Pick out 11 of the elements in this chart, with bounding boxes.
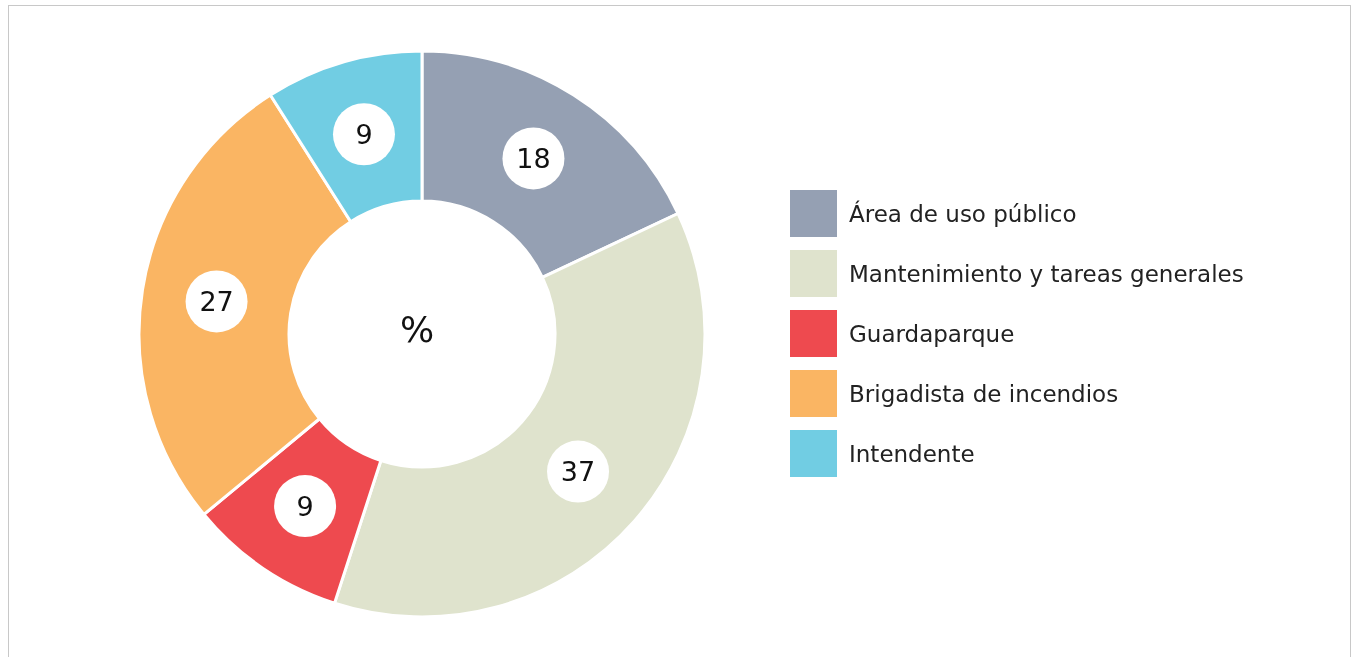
legend-label: Mantenimiento y tareas generales	[849, 260, 1244, 287]
data-label: 18	[516, 142, 551, 174]
data-label: 37	[560, 456, 596, 488]
legend-label: Brigadista de incendios	[849, 380, 1119, 407]
legend-label: Intendente	[849, 440, 975, 467]
text: %	[399, 308, 435, 350]
data-label: 9	[296, 490, 314, 522]
legend-label: Área de uso público	[849, 200, 1077, 227]
data-label: 27	[199, 285, 234, 317]
legend-label: Guardaparque	[849, 320, 1015, 347]
data-label: 9	[355, 118, 373, 150]
